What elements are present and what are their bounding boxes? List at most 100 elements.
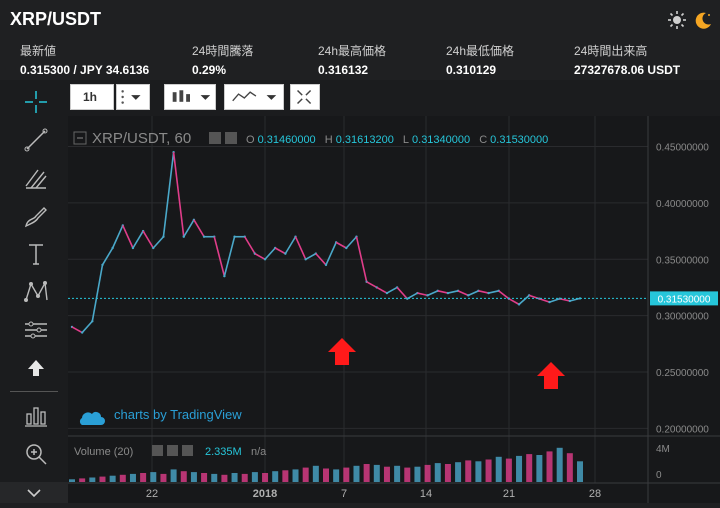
sun-icon[interactable] bbox=[667, 10, 687, 30]
close-series-icon[interactable] bbox=[225, 132, 237, 144]
trendline-tool[interactable] bbox=[22, 126, 50, 154]
volume-bar bbox=[383, 466, 390, 482]
volume-value: 2.335M bbox=[205, 446, 242, 458]
volume-bar bbox=[190, 472, 197, 482]
price-segment bbox=[152, 236, 165, 249]
watermark-text: charts by TradingView bbox=[114, 407, 242, 422]
price-segment bbox=[559, 297, 571, 302]
price-segment bbox=[345, 236, 358, 249]
text-tool[interactable] bbox=[22, 240, 50, 268]
price-segment bbox=[193, 219, 205, 238]
collapse-icon[interactable] bbox=[73, 131, 87, 145]
volume-bar bbox=[211, 473, 218, 482]
volume-bar bbox=[577, 461, 583, 482]
tradingview-watermark[interactable]: charts by TradingView bbox=[79, 407, 242, 425]
volume-bar bbox=[546, 451, 553, 482]
app-header: XRP/USDT bbox=[0, 0, 720, 40]
last-price-tag: 0.31530000 bbox=[650, 291, 718, 306]
volume-bar bbox=[373, 464, 380, 482]
volume-bars bbox=[69, 447, 583, 482]
settings-icon[interactable] bbox=[152, 445, 163, 456]
price-segment bbox=[111, 225, 124, 249]
price-segment bbox=[183, 219, 195, 238]
price-segment bbox=[366, 281, 378, 289]
candles-icon bbox=[172, 90, 211, 102]
price-segment bbox=[498, 290, 510, 300]
volume-bar bbox=[363, 464, 370, 482]
volume-bar bbox=[485, 459, 492, 482]
close-series-icon[interactable] bbox=[167, 445, 178, 456]
volume-bar bbox=[109, 475, 116, 482]
plot-area bbox=[68, 116, 648, 503]
price-segment bbox=[264, 247, 276, 260]
volume-bar bbox=[353, 465, 360, 482]
caret-down-icon bbox=[121, 90, 141, 104]
settings-icon[interactable] bbox=[209, 132, 221, 144]
prediction-icon bbox=[25, 321, 47, 339]
stat-24h-volume: 24時間出来高 27327678.06 USDT bbox=[574, 44, 681, 77]
price-chart[interactable]: 0.45000000 0.40000000 0.35000000 0.30000000… bbox=[68, 116, 720, 503]
price-tick-label: 0.40000000 bbox=[656, 199, 709, 210]
price-segment bbox=[132, 230, 144, 249]
price-segment bbox=[335, 241, 347, 249]
chart-type-button[interactable] bbox=[164, 84, 216, 110]
stats-bar: 最新値 0.315300 / JPY 34.6136 24時間騰落 0.29% … bbox=[0, 40, 720, 80]
chevron-down-icon bbox=[27, 489, 41, 498]
volume-bar bbox=[404, 467, 411, 482]
brush-icon bbox=[24, 207, 47, 228]
red-arrow-annotation bbox=[328, 338, 565, 389]
price-segment bbox=[213, 236, 226, 277]
text-icon bbox=[29, 244, 43, 265]
prediction-tool[interactable] bbox=[22, 316, 50, 344]
stat-last-price: 最新値 0.315300 / JPY 34.6136 bbox=[20, 44, 150, 77]
volume-bar bbox=[333, 469, 340, 482]
price-segment bbox=[91, 264, 104, 322]
arrow-tool[interactable] bbox=[22, 354, 50, 382]
interval-button[interactable]: 1h bbox=[70, 84, 114, 110]
price-tick-label: 0.20000000 bbox=[656, 424, 709, 435]
volume-bar bbox=[455, 462, 462, 482]
volume-bar bbox=[251, 472, 258, 482]
volume-label: Volume (20) bbox=[74, 446, 133, 458]
interval-dropdown-button[interactable] bbox=[116, 84, 150, 110]
crosshair-tool[interactable] bbox=[22, 88, 50, 116]
fullscreen-button[interactable] bbox=[290, 84, 320, 110]
zoom-tool[interactable] bbox=[22, 440, 50, 468]
price-segment bbox=[488, 290, 499, 294]
volume-bar bbox=[99, 476, 106, 482]
toolbar-scroll-handle[interactable] bbox=[0, 482, 68, 503]
indicators-button[interactable] bbox=[224, 84, 284, 110]
price-segment bbox=[508, 298, 520, 306]
fib-icon bbox=[25, 169, 47, 189]
page-title: XRP/USDT bbox=[10, 9, 102, 29]
chart-canvas[interactable]: 0.45000000 0.40000000 0.35000000 0.30000000… bbox=[68, 116, 720, 503]
zoom-icon bbox=[26, 444, 47, 465]
volume-bar bbox=[434, 463, 441, 482]
price-segment bbox=[294, 236, 307, 260]
stat-24h-low: 24h最低価格 0.310129 bbox=[446, 44, 515, 77]
pattern-tool[interactable] bbox=[22, 278, 50, 306]
fib-tool[interactable] bbox=[22, 164, 50, 192]
price-segment bbox=[549, 297, 560, 303]
volume-bar bbox=[526, 454, 533, 482]
price-segment bbox=[518, 294, 530, 305]
volume-bar bbox=[505, 458, 512, 482]
trendline-icon bbox=[24, 128, 48, 152]
price-segment bbox=[427, 290, 439, 297]
more-icon[interactable] bbox=[182, 445, 193, 456]
price-segment bbox=[284, 236, 297, 255]
moon-icon[interactable] bbox=[694, 10, 714, 30]
measure-tool[interactable] bbox=[22, 402, 50, 430]
volume-bar bbox=[516, 455, 523, 482]
volume-bar bbox=[465, 460, 472, 482]
time-tick-label: 21 bbox=[503, 488, 515, 500]
brush-tool[interactable] bbox=[22, 202, 50, 230]
volume-legend: Volume (20) 2.335M n/a 4M 0 bbox=[74, 444, 670, 481]
price-segment bbox=[274, 247, 286, 255]
price-segment bbox=[71, 326, 83, 334]
volume-bar bbox=[475, 461, 482, 482]
price-segment bbox=[305, 252, 317, 260]
price-segment bbox=[223, 236, 236, 277]
volume-bar bbox=[394, 465, 401, 482]
volume-na: n/a bbox=[251, 446, 267, 458]
